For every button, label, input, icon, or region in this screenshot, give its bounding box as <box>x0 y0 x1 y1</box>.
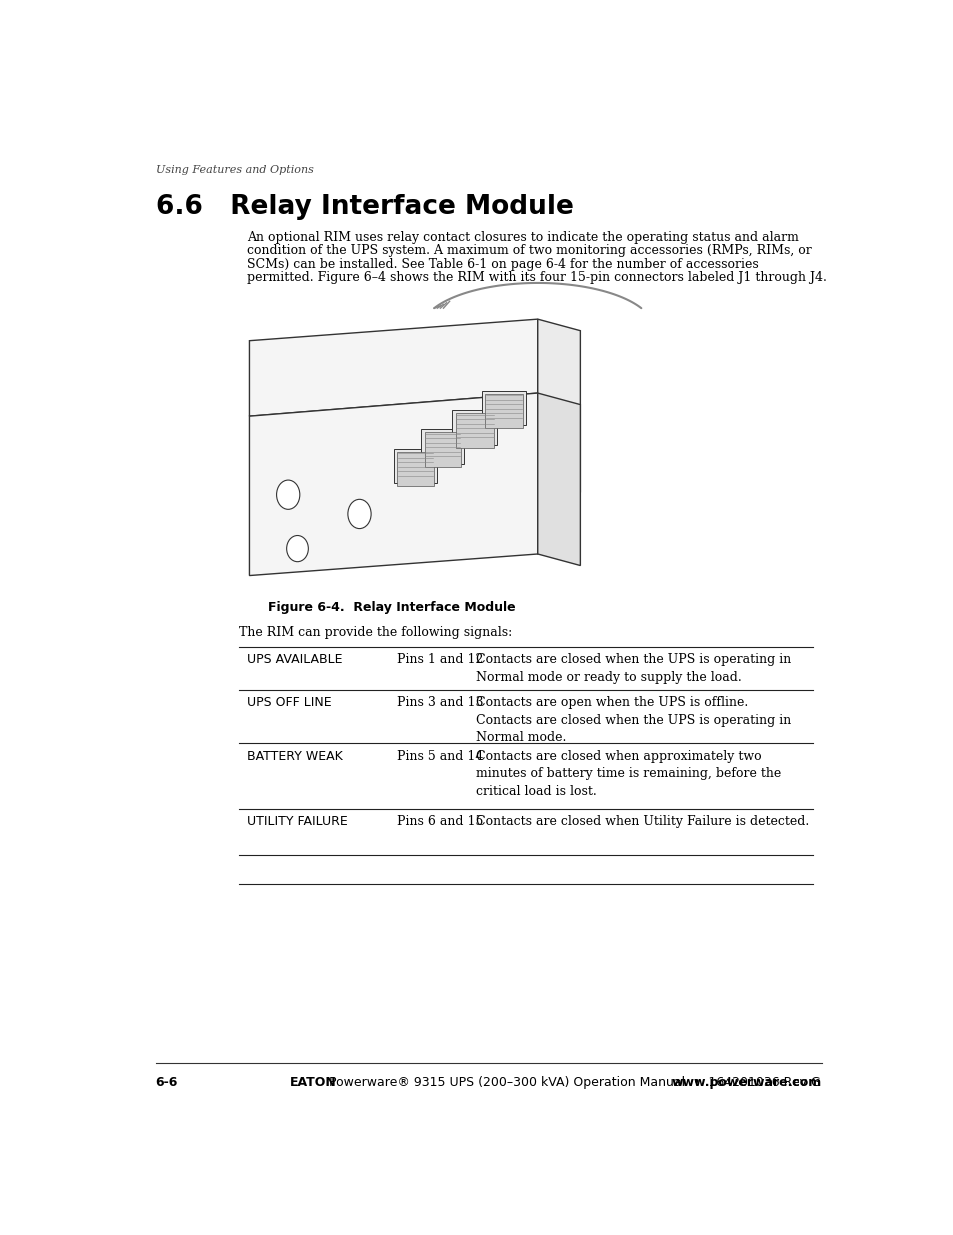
Text: Pins 6 and 15: Pins 6 and 15 <box>396 815 482 827</box>
Text: www.powerware.com: www.powerware.com <box>671 1076 821 1089</box>
Text: Pins 5 and 14: Pins 5 and 14 <box>396 750 482 762</box>
Text: 6-6: 6-6 <box>155 1076 178 1089</box>
Polygon shape <box>537 319 579 493</box>
Text: Figure 6-4.  Relay Interface Module: Figure 6-4. Relay Interface Module <box>268 601 516 614</box>
Polygon shape <box>394 448 436 483</box>
Polygon shape <box>484 394 522 429</box>
Ellipse shape <box>286 536 308 562</box>
Ellipse shape <box>348 499 371 529</box>
Text: EATON: EATON <box>290 1076 336 1089</box>
Text: Using Features and Options: Using Features and Options <box>155 165 314 175</box>
Polygon shape <box>456 412 494 448</box>
Text: Contacts are closed when the UPS is operating in
Normal mode or ready to supply : Contacts are closed when the UPS is oper… <box>476 653 790 684</box>
Polygon shape <box>537 393 579 566</box>
Text: UPS OFF LINE: UPS OFF LINE <box>247 697 332 709</box>
Text: SCMs) can be installed. See Table 6-1 on page 6-4 for the number of accessories: SCMs) can be installed. See Table 6-1 on… <box>247 258 758 270</box>
Text: UPS AVAILABLE: UPS AVAILABLE <box>247 653 342 667</box>
Polygon shape <box>481 390 525 425</box>
Polygon shape <box>397 452 434 487</box>
Text: Pins 1 and 12: Pins 1 and 12 <box>396 653 482 667</box>
Text: Contacts are closed when Utility Failure is detected.: Contacts are closed when Utility Failure… <box>476 815 808 827</box>
Text: Powerware® 9315 UPS (200–300 kVA) Operation Manual  •  164201036 Rev G: Powerware® 9315 UPS (200–300 kVA) Operat… <box>324 1076 820 1089</box>
Polygon shape <box>249 393 537 576</box>
Polygon shape <box>249 319 537 416</box>
Polygon shape <box>424 432 460 467</box>
Text: The RIM can provide the following signals:: The RIM can provide the following signal… <box>239 626 512 638</box>
Text: Contacts are closed when approximately two
minutes of battery time is remaining,: Contacts are closed when approximately t… <box>476 750 781 798</box>
Text: BATTERY WEAK: BATTERY WEAK <box>247 750 342 762</box>
Text: 6.6   Relay Interface Module: 6.6 Relay Interface Module <box>155 194 573 220</box>
Polygon shape <box>421 430 464 464</box>
Polygon shape <box>452 410 497 445</box>
Text: UTILITY FAILURE: UTILITY FAILURE <box>247 815 348 827</box>
Text: condition of the UPS system. A maximum of two monitoring accessories (RMPs, RIMs: condition of the UPS system. A maximum o… <box>247 245 811 257</box>
Text: permitted. Figure 6–4 shows the RIM with its four 15-pin connectors labeled J1 t: permitted. Figure 6–4 shows the RIM with… <box>247 270 826 284</box>
Text: Pins 3 and 13: Pins 3 and 13 <box>396 697 482 709</box>
Ellipse shape <box>276 480 299 509</box>
Text: An optional RIM uses relay contact closures to indicate the operating status and: An optional RIM uses relay contact closu… <box>247 231 799 245</box>
Text: Contacts are open when the UPS is offline.
Contacts are closed when the UPS is o: Contacts are open when the UPS is offlin… <box>476 697 790 745</box>
